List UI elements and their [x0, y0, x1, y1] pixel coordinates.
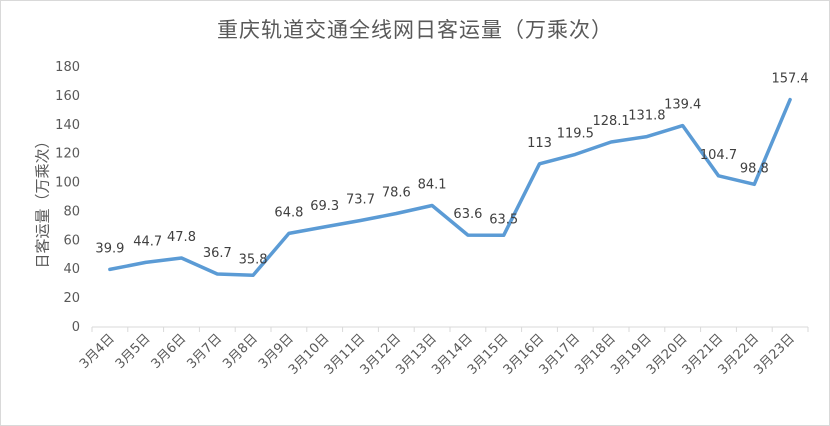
chart-title: 重庆轨道交通全线网日客运量（万乘次）	[217, 18, 613, 42]
x-tick-label: 3月5日	[113, 331, 154, 372]
data-label: 63.5	[489, 212, 518, 227]
data-label: 104.7	[700, 148, 737, 163]
y-tick-label: 40	[63, 262, 80, 277]
data-label: 128.1	[592, 114, 629, 129]
data-label: 64.8	[274, 205, 303, 220]
x-tick-label: 3月4日	[77, 331, 118, 372]
data-label: 73.7	[346, 193, 375, 208]
y-tick-label: 100	[55, 176, 80, 191]
data-label: 36.7	[203, 246, 232, 261]
y-tick-label: 140	[55, 118, 80, 133]
x-tick-label: 3月8日	[220, 331, 261, 372]
y-tick-label: 0	[72, 320, 80, 335]
data-label: 47.8	[167, 230, 196, 245]
data-label: 39.9	[95, 241, 124, 256]
data-label: 98.8	[740, 161, 769, 176]
data-label: 78.6	[382, 185, 411, 200]
data-label: 44.7	[133, 234, 162, 249]
data-label: 35.8	[239, 252, 268, 267]
y-tick-label: 20	[63, 291, 80, 306]
data-label: 84.1	[418, 178, 447, 193]
data-label: 113	[527, 136, 552, 151]
data-label: 63.6	[453, 207, 482, 222]
y-tick-label: 180	[55, 60, 80, 75]
y-tick-label: 80	[63, 204, 80, 219]
y-tick-label: 60	[63, 233, 80, 248]
series-line	[108, 97, 792, 278]
data-label: 119.5	[557, 126, 594, 141]
data-label: 69.3	[310, 199, 339, 214]
data-label: 139.4	[664, 98, 701, 113]
x-tick-label: 3月7日	[184, 331, 225, 372]
y-tick-label: 120	[55, 147, 80, 162]
y-tick-label: 160	[55, 89, 80, 104]
data-label: 157.4	[771, 72, 808, 87]
x-tick-label: 3月6日	[149, 331, 190, 372]
data-label: 131.8	[628, 109, 665, 124]
